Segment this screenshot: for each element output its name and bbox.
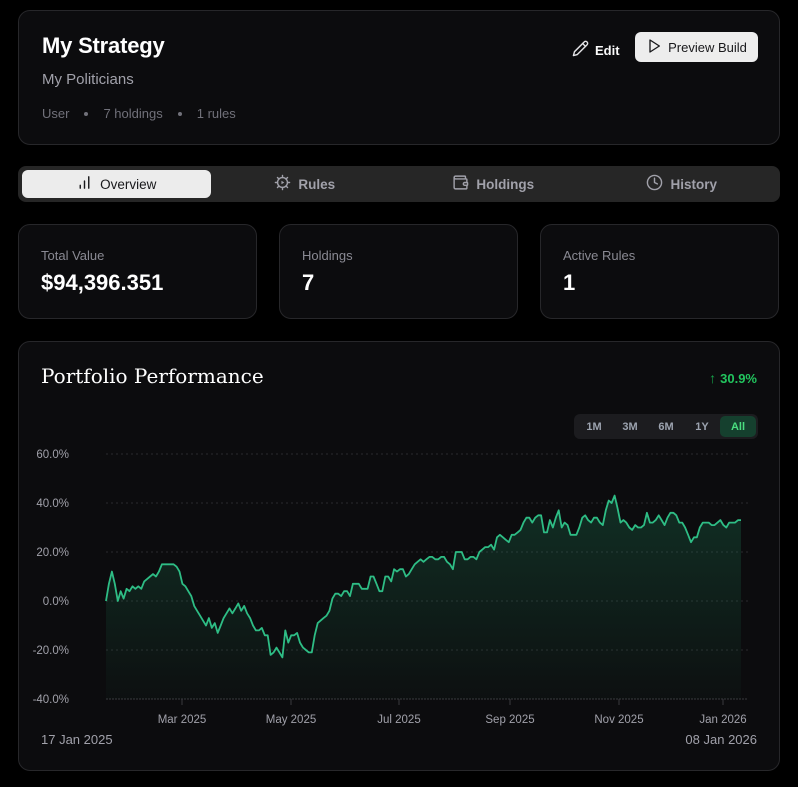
stat-value: $94,396.351 xyxy=(41,270,164,295)
end-date: 08 Jan 2026 xyxy=(685,732,757,747)
y-tick-label: -40.0% xyxy=(33,694,69,706)
bar-chart-icon xyxy=(76,174,93,194)
range-selector: 1M 3M 6M 1Y All xyxy=(574,414,758,439)
x-tick-label: Jan 2026 xyxy=(699,714,746,726)
tab-bar: Overview Rules Holdings History xyxy=(18,166,780,202)
wallet-icon xyxy=(452,174,469,194)
tab-label: History xyxy=(670,176,717,192)
change-value: 30.9% xyxy=(720,370,757,386)
performance-chart[interactable]: 60.0% 40.0% 20.0% 0.0% -20.0% -40.0% Mar 2025 M… xyxy=(19,342,781,772)
x-tick-label: Mar 2025 xyxy=(158,714,207,726)
strategy-meta: User 7 holdings 1 rules xyxy=(42,106,236,121)
performance-line xyxy=(105,494,741,659)
clock-icon xyxy=(646,174,663,194)
stat-card-total-value: Total Value $94,396.351 xyxy=(18,224,257,319)
stat-card-active-rules: Active Rules 1 xyxy=(540,224,779,319)
x-tick-label: Nov 2025 xyxy=(594,714,643,726)
edit-button[interactable]: Edit xyxy=(572,36,620,64)
start-date: 17 Jan 2025 xyxy=(41,732,113,747)
stat-card-holdings: Holdings 7 xyxy=(279,224,518,319)
stat-label: Active Rules xyxy=(563,248,636,263)
preview-build-button[interactable]: Preview Build xyxy=(635,32,758,62)
chart-title: Portfolio Performance xyxy=(41,364,264,388)
range-3m[interactable]: 3M xyxy=(622,420,638,433)
meta-rules-count: 1 rules xyxy=(196,106,236,121)
pencil-icon xyxy=(572,40,589,60)
tab-history[interactable]: History xyxy=(588,170,777,198)
separator-dot xyxy=(84,111,89,116)
range-1y[interactable]: 1Y xyxy=(695,420,709,433)
stat-label: Holdings xyxy=(302,248,353,263)
meta-owner: User xyxy=(42,106,70,121)
edit-label: Edit xyxy=(595,42,620,58)
page-title: My Strategy xyxy=(42,33,165,58)
tab-label: Rules xyxy=(298,176,336,192)
range-1m[interactable]: 1M xyxy=(586,420,602,433)
y-tick-label: 60.0% xyxy=(36,449,69,461)
range-6m[interactable]: 6M xyxy=(658,420,674,433)
play-icon xyxy=(646,38,662,57)
y-tick-label: 40.0% xyxy=(36,498,69,510)
x-tick-label: May 2025 xyxy=(266,714,317,726)
separator-dot xyxy=(177,111,182,116)
stat-value: 1 xyxy=(563,270,576,295)
gear-icon xyxy=(274,174,291,194)
stat-value: 7 xyxy=(302,270,315,295)
strategy-header-card: My Strategy My Politicians User 7 holdin… xyxy=(18,10,780,145)
y-tick-label: -20.0% xyxy=(33,645,69,657)
performance-change: ↑ 30.9% xyxy=(709,370,757,386)
x-tick-label: Jul 2025 xyxy=(377,714,420,726)
stat-label: Total Value xyxy=(41,248,105,263)
tab-holdings[interactable]: Holdings xyxy=(399,170,588,198)
tab-overview[interactable]: Overview xyxy=(22,170,211,198)
range-all[interactable]: All xyxy=(720,416,756,437)
tab-rules[interactable]: Rules xyxy=(211,170,400,198)
strategy-subtitle: My Politicians xyxy=(42,71,134,88)
y-tick-label: 0.0% xyxy=(43,596,69,608)
preview-build-label: Preview Build xyxy=(668,39,747,55)
x-tick-label: Sep 2025 xyxy=(485,714,534,726)
arrow-up-icon: ↑ xyxy=(709,370,717,386)
tab-label: Overview xyxy=(100,176,157,192)
area-fill xyxy=(106,495,741,699)
portfolio-performance-card: Portfolio Performance ↑ 30.9% 1M 3M 6M 1… xyxy=(18,341,780,771)
y-tick-label: 20.0% xyxy=(36,547,69,559)
meta-holdings-count: 7 holdings xyxy=(103,106,163,121)
tab-label: Holdings xyxy=(476,176,535,192)
